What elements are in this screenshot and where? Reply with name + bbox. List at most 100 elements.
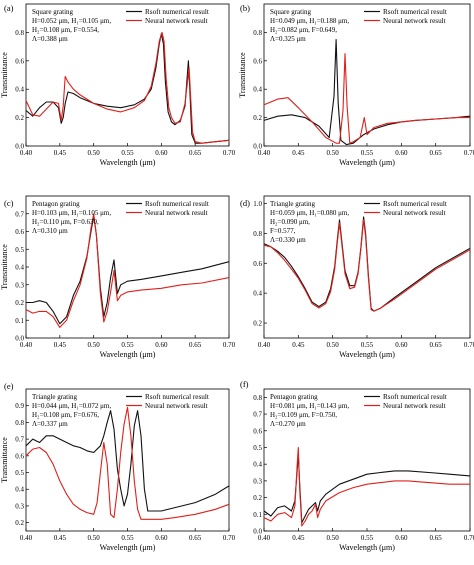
grating-parameter-text: Λ=0.310 μm <box>32 227 68 235</box>
legend-entry: Neural network result <box>383 402 446 410</box>
grating-parameter-text: H₂=0.109 μm, F=0.750, <box>270 411 337 419</box>
x-axis-label: Wavelength (μm) <box>100 158 156 167</box>
grating-parameter-text: Λ=0.337 μm <box>32 420 68 428</box>
legend-entry: Neural network result <box>383 209 446 217</box>
y-tick-label: 0.8 <box>253 394 262 402</box>
grating-parameter-text: H=0.049 μm, H₁=0.188 μm, <box>270 17 349 25</box>
y-tick-label: 0.3 <box>15 502 24 510</box>
series-line-rsoft <box>263 453 471 524</box>
y-tick-label: 0.2 <box>15 299 24 307</box>
y-tick-label: 0.1 <box>15 317 24 325</box>
legend-entry: Rsoft numerical result <box>383 200 447 208</box>
chart-panel-4: 0.40 0.45 0.50 0.55 0.60 0.65 0.70 0.2 0.4 0.6 0.8… <box>240 195 474 359</box>
grating-parameter-text: Λ=0.325 μm <box>270 35 306 43</box>
x-tick-label: 0.45 <box>292 149 305 157</box>
legend-entry: Rsoft numerical result <box>145 200 209 208</box>
y-tick-label: 0.5 <box>253 444 262 452</box>
x-tick-label: 0.40 <box>20 149 33 157</box>
x-tick-label: 0.40 <box>258 149 271 157</box>
x-tick-label: 0.70 <box>223 534 236 542</box>
grating-parameter-text: Pentagon grating <box>270 393 318 401</box>
y-tick-label: 0.4 <box>15 486 24 494</box>
panel-label: (c) <box>4 198 14 208</box>
x-tick-label: 0.50 <box>327 341 340 349</box>
legend-entry: Neural network result <box>145 402 208 410</box>
x-tick-label: 0.50 <box>327 534 340 542</box>
x-tick-label: 0.40 <box>20 534 33 542</box>
series-line-rsoft <box>263 38 471 146</box>
y-axis-label: Transmittance <box>0 52 9 98</box>
x-tick-label: 0.70 <box>223 341 236 349</box>
x-tick-label: 0.70 <box>464 341 474 349</box>
x-tick-label: 0.65 <box>189 341 202 349</box>
x-tick-label: 0.55 <box>361 341 374 349</box>
x-tick-label: 0.40 <box>20 341 33 349</box>
grating-parameter-text: H=0.052 μm, H₁=0.105 μm, <box>32 17 111 25</box>
x-tick-label: 0.70 <box>464 534 474 542</box>
grating-parameter-text: Λ=0.388 μm <box>32 35 68 43</box>
x-tick-label: 0.55 <box>121 341 134 349</box>
x-tick-label: 0.70 <box>464 149 474 157</box>
y-tick-label: 0.6 <box>253 260 262 268</box>
grating-parameter-text: H₂=0.090 μm, <box>270 218 310 226</box>
grating-parameter-text: H=0.103 μm, H₁=0.105 μm, <box>32 209 111 217</box>
grating-parameter-text: Pentagon grating <box>32 200 80 208</box>
y-tick-label: 0.2 <box>253 494 262 502</box>
legend-entry: Rsoft numerical result <box>383 393 447 401</box>
grating-parameter-text: H₂=0.082 μm, F=0.649, <box>270 26 337 34</box>
y-tick-label: 0.4 <box>15 264 24 272</box>
y-tick-label: 0.1 <box>253 511 262 519</box>
x-tick-label: 0.60 <box>395 149 408 157</box>
grating-parameter-text: F=0.577, <box>270 227 296 235</box>
chart-panel-5: 0.40 0.45 0.50 0.55 0.60 0.65 0.70 0.2 0.3 0.4 0.5… <box>0 381 236 552</box>
x-tick-label: 0.60 <box>155 341 168 349</box>
x-tick-label: 0.55 <box>121 149 134 157</box>
x-tick-label: 0.55 <box>361 534 374 542</box>
y-axis-label: Transmittance <box>238 52 247 98</box>
series-line-rsoft <box>25 33 230 144</box>
x-tick-label: 0.40 <box>258 534 271 542</box>
grating-parameter-text: H₂=0.110 μm, F=0.630, <box>32 218 99 226</box>
legend-entry: Rsoft numerical result <box>145 8 209 16</box>
grating-parameter-text: Λ=0.330 μm <box>270 236 306 244</box>
grating-parameter-text: H=0.059 μm, H₁=0.080 μm, <box>270 209 349 217</box>
x-axis-label: Wavelength (μm) <box>339 543 395 552</box>
y-tick-label: 0.7 <box>15 210 24 218</box>
y-tick-label: 0.7 <box>15 436 24 444</box>
x-tick-label: 0.45 <box>292 534 305 542</box>
x-tick-label: 0.40 <box>258 341 271 349</box>
x-tick-label: 0.65 <box>430 534 443 542</box>
y-tick-label: 0.6 <box>15 228 24 236</box>
chart-panel-3: 0.40 0.45 0.50 0.55 0.60 0.65 0.70 0.0 0.1 0.2 0.3… <box>0 195 236 359</box>
grating-parameter-text: H₂=0.108 μm, F=0.554, <box>32 26 99 34</box>
x-axis-label: Wavelength (μm) <box>100 543 156 552</box>
grating-parameter-text: H=0.044 μm, H₁=0.072 μm, <box>32 402 111 410</box>
x-axis-label: Wavelength (μm) <box>339 350 395 359</box>
x-tick-label: 0.65 <box>189 534 202 542</box>
y-tick-label: 0.9 <box>15 402 24 410</box>
y-tick-label: 0.0 <box>253 143 262 151</box>
y-tick-label: 0.7 <box>253 411 262 419</box>
x-tick-label: 0.45 <box>54 341 67 349</box>
panel-label: (e) <box>4 381 14 391</box>
y-tick-label: 0.6 <box>15 57 24 65</box>
chart-panel-6: 0.40 0.45 0.50 0.55 0.60 0.65 0.70 0.0 0.1 0.2 0.3… <box>240 379 474 552</box>
y-tick-label: 0.0 <box>15 143 24 151</box>
y-tick-label: 0.5 <box>15 246 24 254</box>
y-tick-label: 0.8 <box>15 419 24 427</box>
y-tick-label: 0.4 <box>253 461 262 469</box>
y-tick-label: 0.8 <box>253 230 262 238</box>
x-tick-label: 0.65 <box>430 341 443 349</box>
series-line-neural <box>263 446 470 527</box>
x-axis-label: Wavelength (μm) <box>339 158 395 167</box>
y-tick-label: 0.2 <box>15 114 24 122</box>
grating-parameter-text: H₂=0.108 μm, F=0.676, <box>32 411 99 419</box>
x-tick-label: 0.45 <box>292 341 305 349</box>
panel-label: (f) <box>240 379 249 389</box>
x-axis-label: Wavelength (μm) <box>100 350 156 359</box>
x-tick-label: 0.60 <box>395 341 408 349</box>
y-axis-label: Transmittance <box>0 244 9 290</box>
legend-entry: Rsoft numerical result <box>383 8 447 16</box>
chart-panel-1: 0.40 0.45 0.50 0.55 0.60 0.65 0.70 0.0 0.2 0.4 0.6… <box>0 3 236 167</box>
